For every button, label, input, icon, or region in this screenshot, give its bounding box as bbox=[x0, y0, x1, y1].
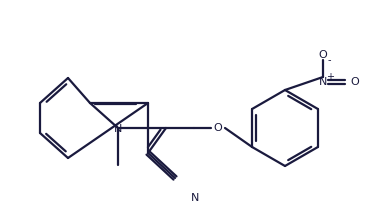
Text: N: N bbox=[191, 193, 199, 203]
Text: -: - bbox=[327, 55, 331, 65]
Text: N: N bbox=[114, 124, 122, 134]
Text: O: O bbox=[350, 77, 359, 87]
Text: N: N bbox=[319, 77, 327, 87]
Text: O: O bbox=[214, 123, 223, 133]
Text: +: + bbox=[326, 72, 334, 82]
Text: O: O bbox=[319, 50, 328, 60]
